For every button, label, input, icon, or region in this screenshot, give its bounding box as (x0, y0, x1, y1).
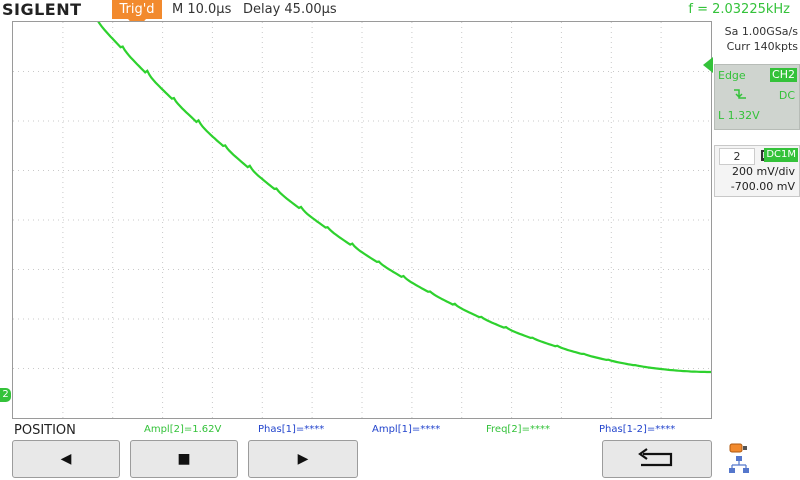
channel-number: 2 (719, 148, 755, 165)
sample-rate: Sa 1.00GSa/s (724, 25, 798, 38)
delay-readout[interactable]: Delay 45.00µs (243, 2, 337, 17)
return-button[interactable] (602, 440, 712, 478)
measurement-ampl-2: Ampl[2]=1.62V (144, 424, 222, 435)
return-arrow-icon (638, 448, 673, 467)
trigger-settings-panel[interactable]: Edge CH2 DC L 1.32V (714, 64, 800, 130)
top-status-bar: SIGLENT Trig'd M 10.0µs Delay 45.00µs f … (0, 0, 800, 19)
measurement-phas-1: Phas[1]=**** (258, 424, 325, 435)
trigger-type: Edge (718, 69, 746, 82)
waveform-display[interactable] (12, 21, 712, 419)
trigger-source-badge: CH2 (770, 68, 797, 82)
network-status-icon (728, 442, 750, 476)
left-arrow-icon: ◀ (60, 451, 72, 467)
vertical-offset: -700.00 mV (730, 180, 795, 193)
memory-depth: Curr 140kpts (726, 40, 798, 53)
measurement-phas-1-2: Phas[1-2]=**** (599, 424, 676, 435)
channel-2-settings-panel[interactable]: 2 B DC1M 200 mV/div -700.00 mV (714, 145, 800, 197)
trigger-level-marker[interactable] (703, 57, 713, 73)
stop-square-icon: ■ (177, 451, 191, 467)
position-reset-button[interactable]: ■ (130, 440, 238, 478)
trigger-status-badge: Trig'd (112, 0, 162, 19)
softkey-menu-title: POSITION (14, 423, 76, 438)
channel-2-trace (97, 22, 711, 374)
frequency-counter: f = 2.03225kHz (688, 2, 790, 17)
measurement-ampl-1: Ampl[1]=**** (372, 424, 441, 435)
position-right-button[interactable]: ▶ (248, 440, 358, 478)
acquisition-info: Sa 1.00GSa/s Curr 140kpts (714, 24, 798, 54)
timebase-readout[interactable]: M 10.0µs (172, 2, 232, 17)
siglent-logo: SIGLENT (2, 0, 82, 19)
right-arrow-icon: ▶ (297, 451, 309, 467)
trigger-level: L 1.32V (718, 109, 760, 122)
waveform-grid-svg (13, 22, 711, 418)
channel-2-offset-marker[interactable]: 2 (0, 388, 11, 402)
position-left-button[interactable]: ◀ (12, 440, 120, 478)
channel-coupling-badge: DC1M (764, 148, 798, 162)
measurement-freq-2: Freq[2]=**** (486, 424, 550, 435)
vertical-scale: 200 mV/div (732, 165, 795, 178)
trigger-coupling: DC (778, 89, 795, 102)
falling-edge-icon (733, 87, 747, 105)
